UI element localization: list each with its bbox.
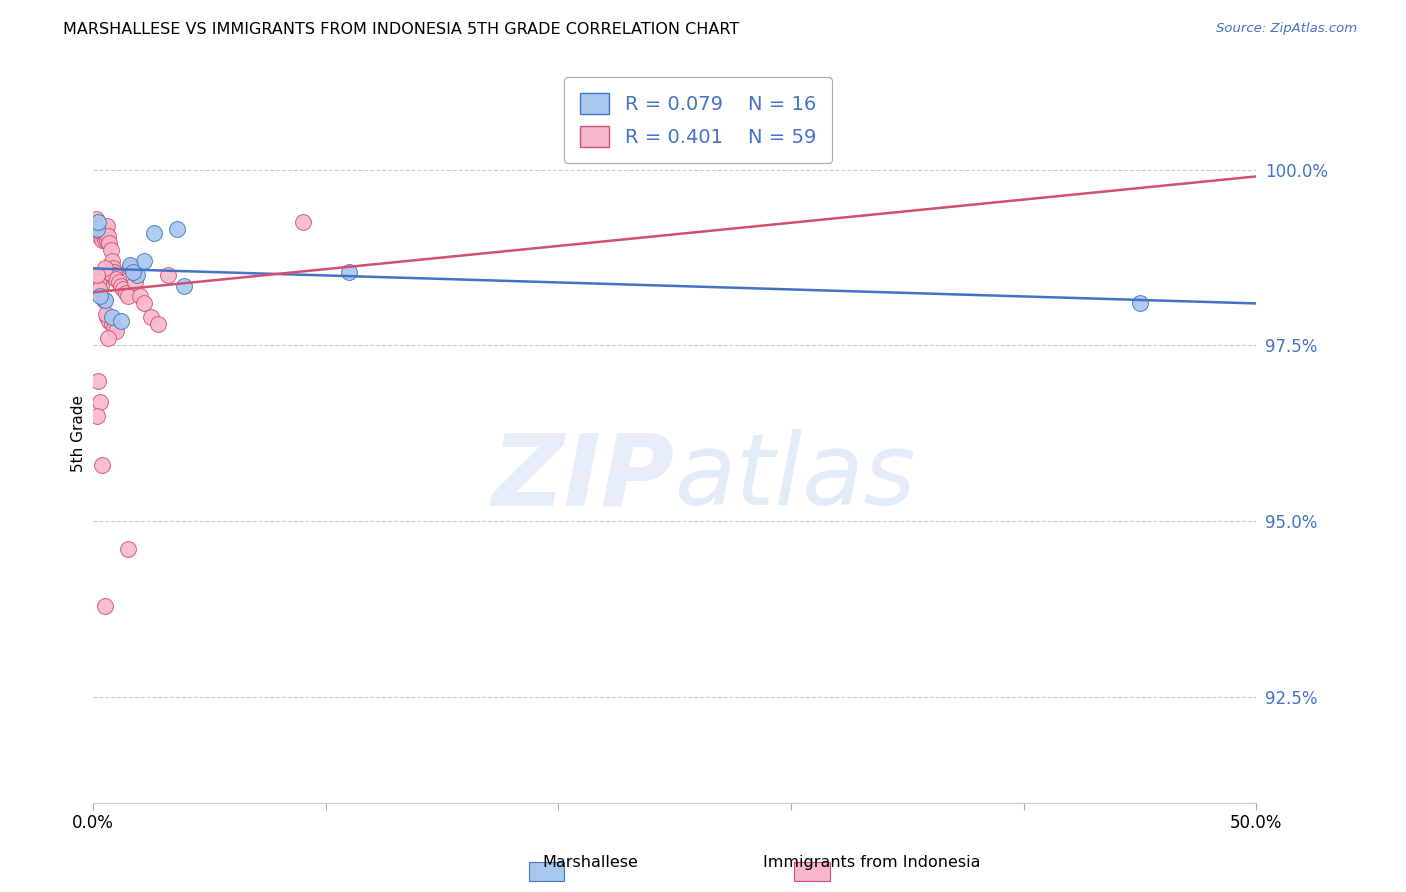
Point bbox=[114, 285, 136, 300]
Point bbox=[86, 409, 108, 423]
Point bbox=[86, 226, 108, 240]
Point bbox=[98, 236, 121, 251]
Point bbox=[110, 278, 132, 293]
Point bbox=[127, 268, 149, 282]
Point bbox=[89, 275, 111, 289]
Text: Marshallese: Marshallese bbox=[543, 855, 638, 870]
Point bbox=[97, 331, 120, 345]
Point bbox=[156, 268, 179, 282]
Point bbox=[91, 226, 114, 240]
Text: Immigrants from Indonesia: Immigrants from Indonesia bbox=[763, 855, 980, 870]
Point bbox=[87, 275, 110, 289]
Point bbox=[105, 271, 128, 285]
Point bbox=[101, 260, 124, 275]
Point bbox=[93, 222, 115, 236]
Point bbox=[93, 293, 115, 307]
Point bbox=[128, 289, 150, 303]
Text: atlas: atlas bbox=[675, 429, 917, 526]
Point bbox=[134, 296, 156, 310]
Point bbox=[91, 233, 114, 247]
Point bbox=[142, 226, 165, 240]
Point bbox=[337, 264, 360, 278]
Point bbox=[97, 229, 120, 244]
Point bbox=[117, 289, 139, 303]
Point bbox=[89, 219, 111, 233]
Point bbox=[94, 599, 117, 613]
Point bbox=[105, 324, 128, 338]
Point bbox=[87, 229, 110, 244]
Point bbox=[96, 219, 118, 233]
Point bbox=[101, 254, 124, 268]
Point bbox=[134, 254, 156, 268]
Point bbox=[98, 314, 121, 328]
Point bbox=[124, 275, 146, 289]
Point bbox=[90, 222, 112, 236]
Point bbox=[87, 374, 110, 388]
Y-axis label: 5th Grade: 5th Grade bbox=[72, 395, 86, 472]
Point bbox=[104, 268, 127, 282]
Point bbox=[103, 321, 125, 335]
Text: ZIP: ZIP bbox=[492, 429, 675, 526]
Point bbox=[94, 226, 117, 240]
Point bbox=[148, 318, 170, 332]
Point bbox=[89, 289, 111, 303]
Point bbox=[93, 229, 115, 244]
Point bbox=[87, 219, 110, 233]
Point bbox=[112, 282, 135, 296]
Point bbox=[100, 244, 122, 258]
Point bbox=[94, 307, 117, 321]
Point bbox=[91, 268, 114, 282]
Point bbox=[94, 233, 117, 247]
Point bbox=[101, 310, 124, 325]
Point bbox=[120, 260, 142, 275]
Point bbox=[1129, 296, 1152, 310]
Point bbox=[86, 268, 108, 282]
Point bbox=[291, 215, 314, 229]
Point bbox=[87, 215, 110, 229]
Point bbox=[166, 222, 188, 236]
Text: Source: ZipAtlas.com: Source: ZipAtlas.com bbox=[1216, 22, 1357, 36]
Point bbox=[103, 264, 125, 278]
Point bbox=[84, 211, 107, 226]
Point bbox=[89, 226, 111, 240]
Text: MARSHALLESE VS IMMIGRANTS FROM INDONESIA 5TH GRADE CORRELATION CHART: MARSHALLESE VS IMMIGRANTS FROM INDONESIA… bbox=[63, 22, 740, 37]
Point bbox=[86, 222, 108, 236]
Point bbox=[91, 458, 114, 472]
Point bbox=[107, 275, 129, 289]
Point bbox=[96, 310, 118, 325]
Point bbox=[87, 282, 110, 296]
Point bbox=[89, 394, 111, 409]
Point bbox=[101, 318, 124, 332]
Point bbox=[121, 264, 143, 278]
Point bbox=[94, 260, 117, 275]
Point bbox=[110, 314, 132, 328]
Point bbox=[117, 542, 139, 557]
Point bbox=[96, 233, 118, 247]
Point bbox=[120, 258, 142, 272]
Point bbox=[90, 278, 112, 293]
Legend: R = 0.079    N = 16, R = 0.401    N = 59: R = 0.079 N = 16, R = 0.401 N = 59 bbox=[564, 78, 832, 162]
Point bbox=[94, 226, 117, 240]
Point bbox=[173, 278, 195, 293]
Point bbox=[141, 310, 163, 325]
Point bbox=[94, 229, 117, 244]
Point bbox=[94, 293, 117, 307]
